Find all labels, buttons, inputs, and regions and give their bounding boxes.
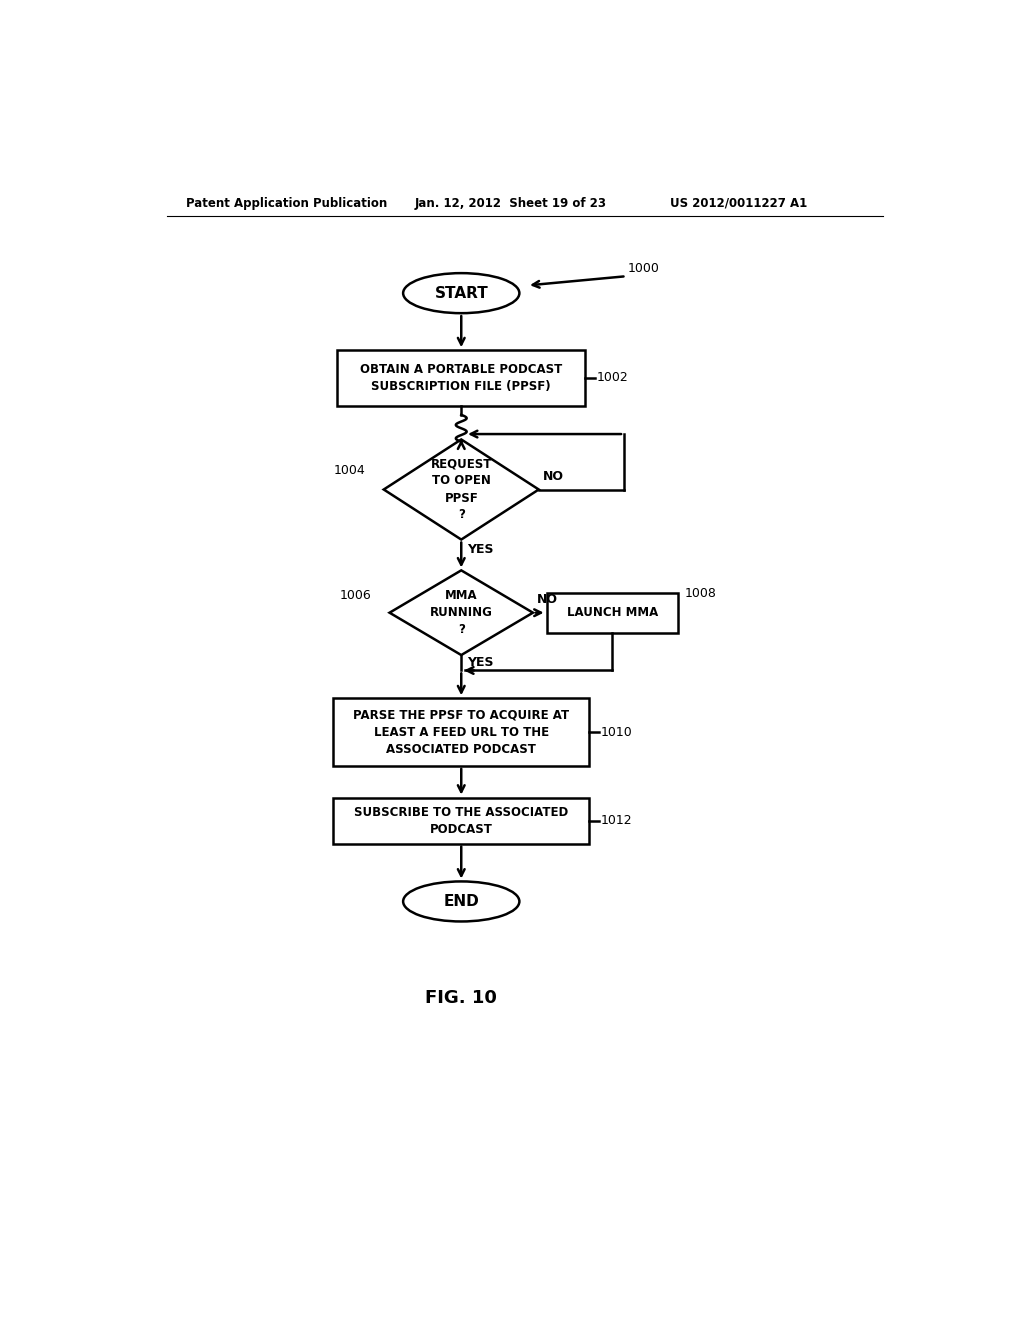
Text: 1010: 1010 <box>601 726 633 739</box>
Text: 1012: 1012 <box>601 814 633 828</box>
Text: NO: NO <box>537 594 558 606</box>
Ellipse shape <box>403 273 519 313</box>
Polygon shape <box>384 440 539 540</box>
Text: REQUEST
TO OPEN
PPSF
?: REQUEST TO OPEN PPSF ? <box>430 458 492 521</box>
FancyBboxPatch shape <box>334 797 589 843</box>
Text: Patent Application Publication: Patent Application Publication <box>186 197 387 210</box>
Text: MMA
RUNNING
?: MMA RUNNING ? <box>430 589 493 636</box>
Text: 1002: 1002 <box>597 371 629 384</box>
Text: START: START <box>434 285 488 301</box>
Text: LAUNCH MMA: LAUNCH MMA <box>566 606 658 619</box>
Text: Jan. 12, 2012  Sheet 19 of 23: Jan. 12, 2012 Sheet 19 of 23 <box>415 197 607 210</box>
Text: NO: NO <box>543 470 563 483</box>
FancyBboxPatch shape <box>337 350 586 405</box>
Polygon shape <box>389 570 532 655</box>
Ellipse shape <box>403 882 519 921</box>
Text: END: END <box>443 894 479 909</box>
Text: FIG. 10: FIG. 10 <box>425 989 498 1007</box>
Text: 1008: 1008 <box>684 587 717 601</box>
Text: YES: YES <box>467 656 494 669</box>
Text: 1006: 1006 <box>339 589 371 602</box>
FancyBboxPatch shape <box>334 698 589 766</box>
Text: YES: YES <box>467 544 494 557</box>
FancyBboxPatch shape <box>547 593 678 632</box>
Text: PARSE THE PPSF TO ACQUIRE AT
LEAST A FEED URL TO THE
ASSOCIATED PODCAST: PARSE THE PPSF TO ACQUIRE AT LEAST A FEE… <box>353 709 569 755</box>
Text: 1000: 1000 <box>628 263 659 276</box>
Text: SUBSCRIBE TO THE ASSOCIATED
PODCAST: SUBSCRIBE TO THE ASSOCIATED PODCAST <box>354 805 568 836</box>
Text: US 2012/0011227 A1: US 2012/0011227 A1 <box>671 197 808 210</box>
Text: 1004: 1004 <box>334 465 366 477</box>
Text: OBTAIN A PORTABLE PODCAST
SUBSCRIPTION FILE (PPSF): OBTAIN A PORTABLE PODCAST SUBSCRIPTION F… <box>360 363 562 393</box>
